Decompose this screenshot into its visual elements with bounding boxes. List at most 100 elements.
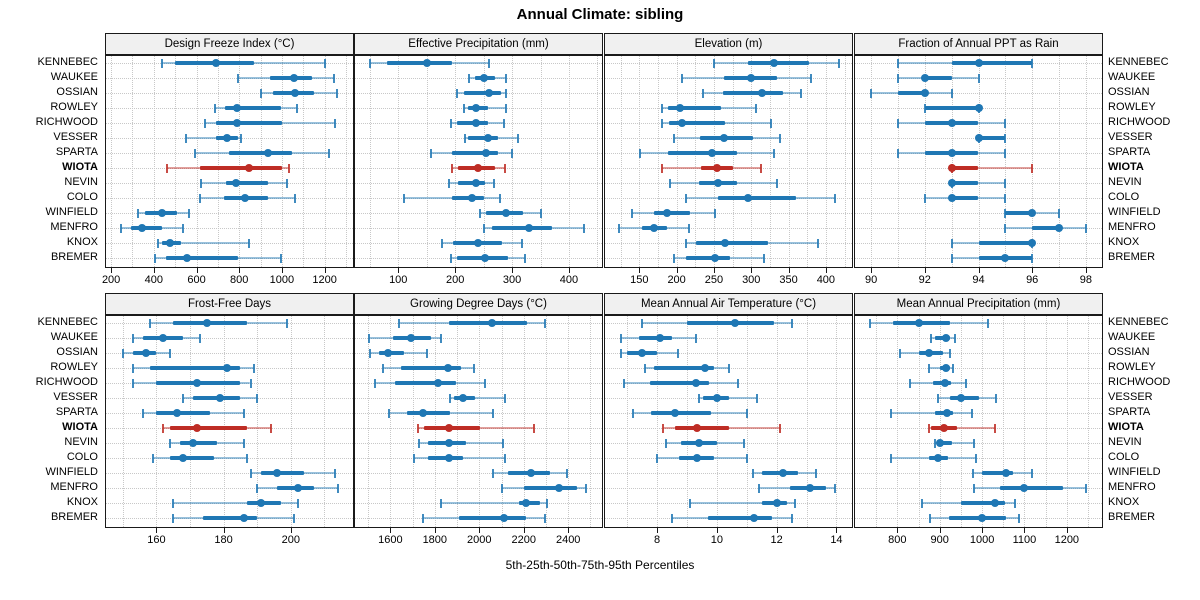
whisker-cap-low [656,454,659,463]
median-dot [445,424,454,432]
iqr-bar [386,61,453,65]
iqr-bar [401,366,462,370]
median-dot [700,364,709,372]
median-dot [707,149,716,157]
whisker-cap-high [249,379,252,388]
whisker-cap-low [398,319,401,328]
whisker-cap-low [152,454,155,463]
whisker-cap-high [334,119,337,128]
median-dot [202,319,211,327]
median-dot [165,239,174,247]
site-label-right: VESSER [1108,391,1153,403]
row-gridline [855,153,1102,154]
x-tick-label: 200 [667,274,686,286]
x-gridline [369,56,371,267]
median-dot [444,454,453,462]
x-gridline [540,56,542,267]
whisker-cap-low [685,194,688,203]
iqr-bar [722,91,784,95]
row-gridline [855,383,1102,384]
whisker-cap-low [937,394,940,403]
whisker-cap-low [148,319,151,328]
iqr-bar [707,516,773,520]
panel-plot-area: 8 10 12 14 [604,315,853,546]
whisker-cap-high [745,409,748,418]
whisker-cap-high [775,179,778,188]
whisker-cap-low [249,469,252,478]
x-gridline [751,56,753,267]
x-tick [939,528,941,533]
panel-strip: Elevation (m) [604,33,853,55]
whisker-cap-high [286,319,289,328]
median-dot [676,104,685,112]
whisker-cap-high [543,319,546,328]
whisker-cap-high [505,89,508,98]
x-gridline [257,316,259,527]
median-dot [925,349,934,357]
row-gridline [106,338,353,339]
x-gridline [871,56,873,267]
site-label-left: COLO [66,451,98,463]
iqr-bar [225,106,281,110]
median-dot [936,439,945,447]
row-gridline [855,183,1102,184]
median-dot [487,319,496,327]
whisker-cap-low [369,349,372,358]
x-tick [455,268,457,273]
site-label-left: WAUKEE [50,331,98,343]
x-tick-label: 100 [389,274,408,286]
iqr-bar [747,61,810,65]
x-tick [897,528,899,533]
row-gridline [355,228,602,229]
whisker-line [173,502,298,504]
x-gridline [897,56,899,267]
whisker-cap-high [583,224,586,233]
median-dot [805,484,814,492]
x-tick-label: 400 [559,274,579,286]
x-tick [982,528,984,533]
whisker-cap-low [161,59,164,68]
whisker-cap-high [252,364,255,373]
median-dot [273,469,282,477]
whisker-cap-low [172,514,175,523]
row-gridline [855,428,1102,429]
x-gridline [788,56,790,267]
whisker-cap-low [920,499,923,508]
x-gridline [716,316,718,527]
median-dot [991,499,1000,507]
x-tick-label: 900 [930,534,949,546]
x-gridline [686,316,688,527]
iqr-bar [199,166,282,170]
site-label-left: KNOX [66,496,98,508]
x-gridline [713,56,715,267]
x-gridline [695,56,697,267]
x-tick [788,268,790,273]
row-gridline [106,93,353,94]
whisker-cap-low [697,394,700,403]
whisker-cap-low [639,149,642,158]
whisker-cap-high [714,209,717,218]
whisker-cap-low [660,104,663,113]
x-tick [1024,528,1026,533]
whisker-cap-low [928,364,931,373]
whisker-cap-high [505,74,508,83]
whisker-cap-low [482,224,485,233]
iqr-bar [649,381,710,385]
x-tick-label: 1100 [1012,534,1037,546]
whisker-cap-low [462,104,465,113]
whisker-cap-high [584,484,587,493]
median-dot [444,364,453,372]
x-tick [479,528,481,533]
iqr-bar [686,321,774,325]
x-gridline [746,316,748,527]
iqr-bar [463,91,501,95]
strip-title: Mean Annual Air Temperature (°C) [640,298,817,310]
row-gridline [605,413,852,414]
strip-title: Effective Precipitation (mm) [408,38,549,50]
row-gridline [855,488,1102,489]
x-tick-label: 1800 [422,534,448,546]
iqr-bar [203,516,258,520]
median-dot [407,334,416,342]
median-dot [947,149,956,157]
median-dot [485,89,494,97]
